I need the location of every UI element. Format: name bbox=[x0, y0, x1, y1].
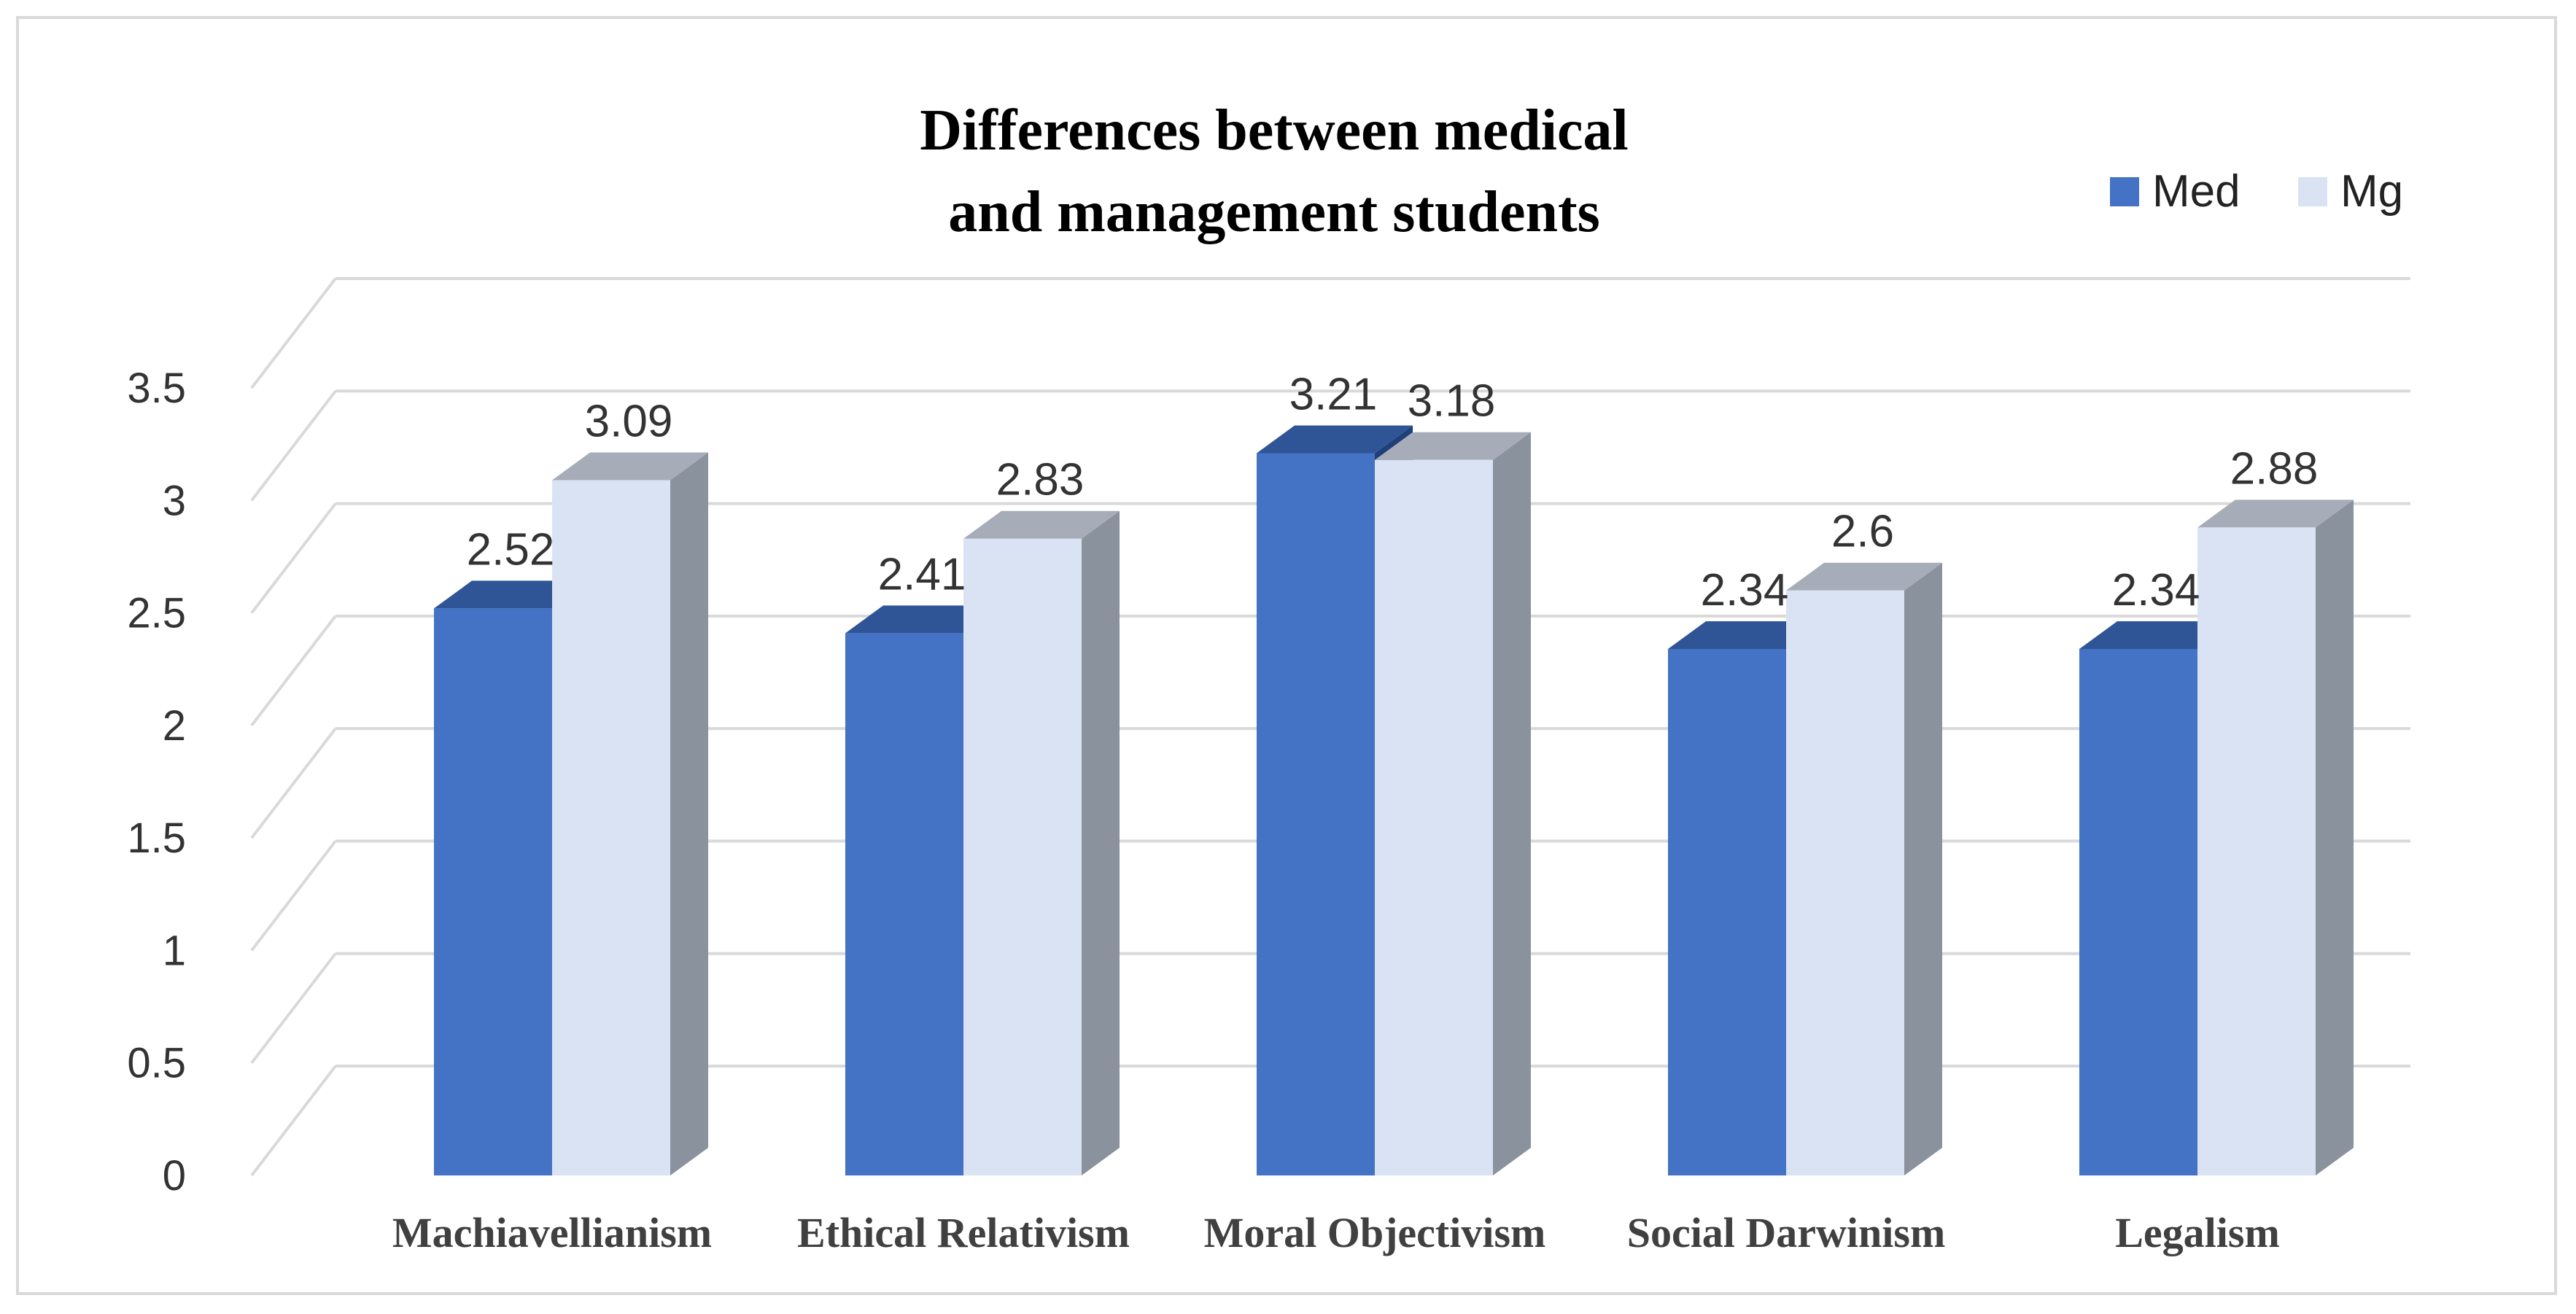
x-category-label: Machiavellianism bbox=[392, 1209, 712, 1256]
bar-front bbox=[434, 608, 552, 1175]
data-label-med: 2.52 bbox=[467, 524, 555, 575]
x-category-label: Social Darwinism bbox=[1627, 1209, 1946, 1256]
data-label-med: 2.34 bbox=[1701, 565, 1789, 615]
bar-mg-3 bbox=[1786, 562, 1942, 1175]
data-label-mg: 3.09 bbox=[585, 397, 673, 447]
data-label-mg: 2.83 bbox=[996, 455, 1085, 505]
bar-top bbox=[2197, 499, 2354, 528]
bar-mg-4 bbox=[2197, 499, 2354, 1175]
legend: Med Mg bbox=[2110, 166, 2403, 217]
gridline-side bbox=[250, 615, 337, 727]
bar-front bbox=[845, 633, 963, 1175]
gridline-side bbox=[250, 1065, 337, 1177]
x-category-label: Legalism bbox=[2115, 1209, 2280, 1256]
bar-top bbox=[434, 580, 590, 609]
data-label-med: 3.21 bbox=[1289, 369, 1378, 419]
bar-mg-0 bbox=[552, 452, 708, 1175]
bar-mg-1 bbox=[963, 510, 1120, 1175]
bar-side bbox=[1904, 562, 1942, 1175]
bar-side bbox=[1082, 510, 1120, 1175]
chart-title-line-1: Differences between medical bbox=[920, 98, 1629, 163]
gridline-side bbox=[250, 277, 337, 389]
gridline-side bbox=[250, 952, 337, 1064]
bar-top bbox=[1375, 432, 1531, 460]
y-tick-label: 3.5 bbox=[127, 365, 186, 412]
legend-item-med: Med bbox=[2110, 166, 2241, 217]
y-tick-label: 0 bbox=[163, 1152, 186, 1200]
labels: 0 0.5 1 1.5 2 2.5 3 3.5 2.52 3.09 Machiavellianism… bbox=[127, 365, 2318, 1256]
bar-front bbox=[963, 538, 1082, 1175]
bar-top bbox=[2079, 621, 2235, 649]
gridline-side bbox=[250, 502, 337, 614]
bar-side bbox=[2316, 499, 2354, 1175]
y-tick-label: 2 bbox=[163, 702, 186, 750]
data-label-mg: 2.88 bbox=[2230, 443, 2319, 494]
bar-top bbox=[963, 510, 1120, 539]
y-tick-label: 1.5 bbox=[127, 815, 186, 862]
chart-title-line-2: and management students bbox=[948, 180, 1599, 244]
data-label-mg: 3.18 bbox=[1408, 376, 1496, 427]
bar-front bbox=[1375, 459, 1493, 1175]
x-category-label: Moral Objectivism bbox=[1204, 1209, 1546, 1256]
legend-swatch bbox=[2110, 177, 2139, 206]
bar-side bbox=[670, 452, 708, 1175]
gridline-side bbox=[250, 727, 337, 839]
bar-top bbox=[1257, 425, 1413, 454]
bar-top bbox=[1668, 621, 1824, 649]
chart-title: Differences between medical and manageme… bbox=[920, 98, 1629, 244]
bar-front bbox=[1257, 453, 1375, 1175]
bars bbox=[434, 425, 2354, 1175]
y-tick-label: 1 bbox=[163, 927, 186, 974]
bar-mg-2 bbox=[1375, 432, 1531, 1175]
bar-front bbox=[552, 480, 670, 1175]
bar-top bbox=[1786, 562, 1942, 591]
legend-label: Mg bbox=[2340, 166, 2403, 217]
y-tick-label: 3 bbox=[163, 477, 186, 524]
data-label-mg: 2.6 bbox=[1831, 507, 1894, 557]
bar-front bbox=[2197, 527, 2316, 1175]
data-label-med: 2.34 bbox=[2112, 565, 2200, 615]
y-tick-label: 2.5 bbox=[127, 590, 186, 637]
data-label-med: 2.41 bbox=[878, 549, 966, 599]
gridline-side bbox=[250, 840, 337, 952]
legend-swatch bbox=[2298, 177, 2327, 206]
bar-side bbox=[1493, 432, 1531, 1175]
bar-top bbox=[845, 605, 1001, 634]
bar-front bbox=[1786, 590, 1904, 1175]
bar-front bbox=[2079, 648, 2197, 1175]
gridline-side bbox=[250, 390, 337, 502]
x-category-label: Ethical Relativism bbox=[797, 1209, 1130, 1256]
bar-front bbox=[1668, 648, 1786, 1175]
legend-item-mg: Mg bbox=[2298, 166, 2403, 217]
y-tick-label: 0.5 bbox=[127, 1040, 186, 1087]
bar-top bbox=[552, 452, 708, 481]
legend-label: Med bbox=[2152, 166, 2241, 217]
